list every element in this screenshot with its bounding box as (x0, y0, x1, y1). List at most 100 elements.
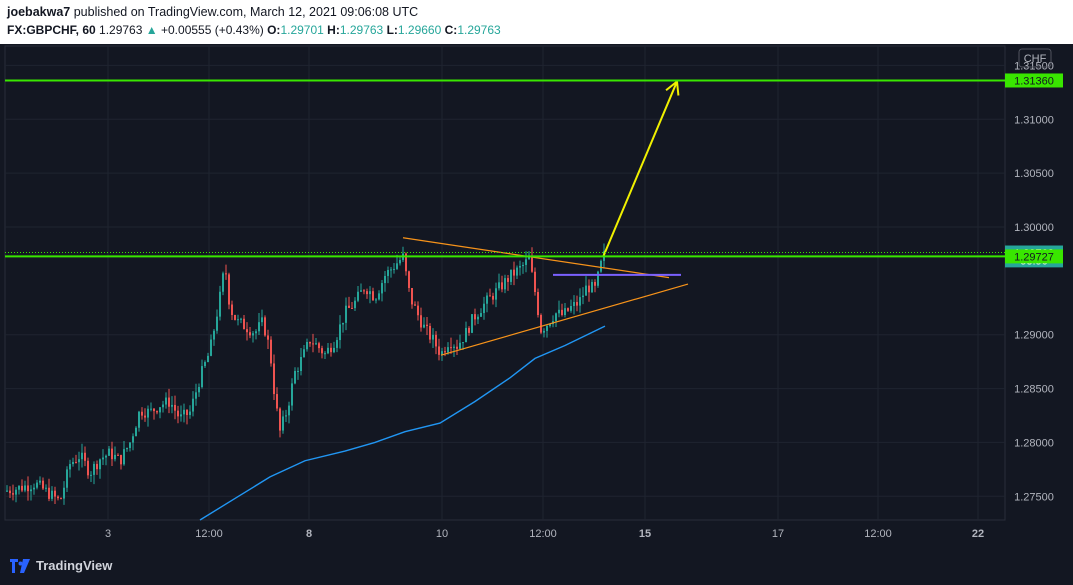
candle (63, 481, 65, 505)
candle-body (267, 335, 269, 340)
author-name[interactable]: joebakwa7 (7, 5, 71, 19)
candle-body (303, 349, 305, 358)
candle (582, 287, 584, 305)
candle-body (261, 317, 263, 323)
x-tick-label: 22 (972, 528, 984, 540)
candle (456, 339, 458, 355)
candle (351, 301, 353, 309)
candle (168, 388, 170, 414)
candle-body (444, 351, 446, 353)
candle-body (543, 330, 545, 333)
candle (393, 262, 395, 274)
candle-body (432, 334, 434, 340)
candle (600, 259, 602, 273)
y-tick-label: 1.30500 (1014, 168, 1054, 180)
candle (210, 334, 212, 357)
candle-body (375, 299, 377, 301)
candle-body (597, 271, 599, 286)
candle-body (327, 347, 329, 354)
candle-body (321, 348, 323, 354)
candle-body (201, 366, 203, 388)
candle (192, 391, 194, 417)
triangle-lower-line[interactable] (440, 283, 689, 356)
candle (504, 274, 506, 294)
triangle-upper-line[interactable] (402, 237, 670, 279)
candle (93, 461, 95, 485)
candle-body (570, 306, 572, 311)
up-arrow-icon: ▲ (145, 23, 158, 37)
candle-body (345, 305, 347, 323)
candle-body (522, 264, 524, 267)
price-chart[interactable]: 1.31500 1.31000 1.30500 1.30000 1.29000 1.285… (0, 44, 1073, 553)
candle-body (168, 397, 170, 407)
candle-body (273, 363, 275, 395)
candle-body (264, 317, 266, 336)
candle-body (339, 324, 341, 341)
candle (354, 297, 356, 311)
candle-body (297, 370, 299, 372)
candle-body (519, 266, 521, 268)
candle (357, 285, 359, 303)
candle-body (15, 489, 17, 495)
candle (402, 246, 404, 262)
candle-body (567, 308, 569, 311)
chart-area[interactable]: 1.31500 1.31000 1.30500 1.30000 1.29000 1.285… (0, 44, 1073, 553)
candle (327, 343, 329, 355)
open-label: O: (267, 23, 281, 37)
published-text: published on TradingView.com, March 12, … (73, 5, 419, 19)
candle (120, 454, 122, 470)
candle-body (33, 487, 35, 490)
candle (246, 322, 248, 341)
candle (114, 446, 116, 462)
candle-body (357, 291, 359, 301)
candle (531, 247, 533, 273)
candle-body (45, 487, 47, 489)
candle (267, 329, 269, 350)
candle (324, 351, 326, 360)
y-tick-label: 1.31000 (1014, 114, 1054, 126)
candle (282, 410, 284, 434)
candle-body (258, 322, 260, 332)
candle-body (438, 346, 440, 355)
candle-body (417, 305, 419, 316)
candle-body (354, 300, 356, 309)
y-tick-label: 1.31500 (1014, 60, 1054, 72)
candle-body (90, 474, 92, 476)
candle-body (30, 489, 32, 492)
price-label-text: 1.29727 (1014, 251, 1054, 263)
candle-body (18, 485, 20, 490)
candle (174, 395, 176, 420)
candle (78, 451, 80, 471)
tradingview-logo[interactable]: TradingView (10, 558, 112, 573)
candle-body (399, 260, 401, 264)
symbol-label: FX:GBPCHF, 60 (7, 23, 96, 37)
candle (498, 273, 500, 291)
candle (252, 331, 254, 343)
candle (285, 409, 287, 422)
candle-body (489, 295, 491, 297)
candle (387, 266, 389, 284)
currency-box[interactable] (1018, 48, 1052, 68)
candle (546, 324, 548, 338)
candle-body (186, 409, 188, 415)
candle (225, 264, 227, 280)
candle-body (480, 313, 482, 317)
candle (51, 486, 53, 502)
candle-body (384, 275, 386, 284)
drawings-layer (402, 79, 689, 356)
candle-body (270, 339, 272, 364)
candle-body (57, 496, 59, 499)
candle (420, 307, 422, 332)
candle (6, 485, 8, 493)
candle (330, 343, 332, 357)
candle (333, 341, 335, 354)
currency-label: CHF (1024, 53, 1047, 65)
chart-header: joebakwa7 published on TradingView.com, … (0, 0, 1073, 44)
candle-body (72, 462, 74, 465)
projection-arrow-line[interactable] (602, 81, 678, 258)
x-tick-label: 12:00 (195, 528, 223, 540)
candle-body (105, 455, 107, 458)
candle-body (210, 339, 212, 356)
price-label-box (1005, 249, 1063, 264)
candle-body (585, 285, 587, 296)
